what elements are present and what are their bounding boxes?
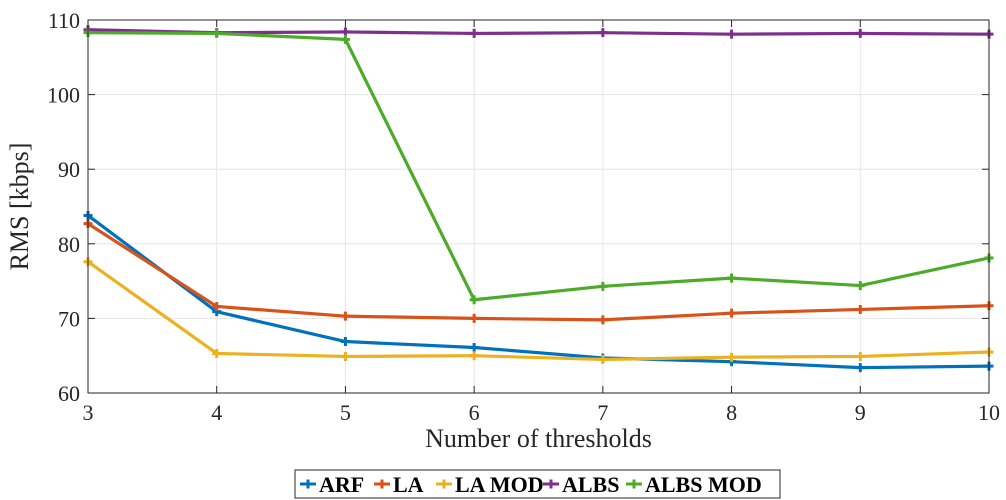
series-lines (83, 25, 994, 373)
legend-label: LA MOD (455, 472, 544, 497)
legend-entry: LA (374, 472, 424, 497)
x-tick-label: 7 (597, 400, 608, 425)
x-axis-label: Number of thresholds (425, 424, 652, 453)
data-point (855, 304, 865, 314)
legend-entry: ALBS MOD (626, 472, 762, 497)
legend-label: ALBS MOD (645, 472, 762, 497)
legend-entry: ALBS (543, 472, 619, 497)
data-point (469, 342, 479, 352)
series-4 (83, 28, 994, 305)
data-point (212, 28, 222, 38)
data-point (855, 363, 865, 373)
data-point (727, 29, 737, 39)
y-axis-ticks: 60 70 80 90 100 110 (47, 8, 989, 406)
x-tick-label: 4 (211, 400, 222, 425)
data-point (727, 308, 737, 318)
x-tick-label: 9 (855, 400, 866, 425)
y-tick-label: 90 (58, 157, 80, 182)
x-tick-label: 3 (83, 400, 94, 425)
y-tick-label: 80 (58, 232, 80, 257)
series-line (87, 222, 990, 322)
data-point (340, 311, 350, 321)
series-line (87, 214, 990, 370)
data-point (469, 351, 479, 361)
y-axis-label: RMS [kbps] (5, 143, 34, 271)
data-point (598, 28, 608, 38)
data-point (212, 348, 222, 358)
data-point (598, 315, 608, 325)
data-point (598, 281, 608, 291)
y-tick-label: 70 (58, 306, 80, 331)
data-point (855, 351, 865, 361)
legend-marker (303, 479, 313, 489)
x-axis-ticks: 3 4 5 6 7 8 9 10 (83, 20, 1000, 425)
data-point (469, 28, 479, 38)
series-line (87, 31, 990, 302)
series-1 (83, 219, 994, 325)
legend-entry: LA MOD (436, 472, 544, 497)
x-tick-label: 5 (340, 400, 351, 425)
legend: ARF LA LA MOD ALBS ALBS MOD (294, 469, 781, 499)
y-tick-label: 100 (47, 83, 80, 108)
data-point (598, 354, 608, 364)
data-point (855, 281, 865, 291)
data-point (855, 28, 865, 38)
series-line (87, 28, 990, 36)
data-point (469, 313, 479, 323)
x-tick-label: 10 (978, 400, 1000, 425)
legend-label: ARF (319, 472, 364, 497)
legend-label: LA (393, 472, 424, 497)
legend-marker (546, 479, 556, 489)
data-point (340, 337, 350, 347)
x-tick-label: 8 (726, 400, 737, 425)
legend-entry: ARF (300, 472, 364, 497)
data-point (469, 295, 479, 305)
grid (88, 20, 989, 393)
legend-marker (439, 479, 449, 489)
legend-marker (629, 479, 639, 489)
data-point (727, 352, 737, 362)
x-tick-label: 6 (469, 400, 480, 425)
data-point (727, 273, 737, 283)
y-tick-label: 110 (48, 8, 80, 33)
series-line (87, 260, 990, 362)
data-point (212, 301, 222, 311)
plot-area-border (87, 19, 990, 394)
legend-label: ALBS (562, 472, 619, 497)
y-tick-label: 60 (58, 381, 80, 406)
data-point (340, 34, 350, 44)
legend-marker (377, 479, 387, 489)
series-3 (83, 25, 994, 39)
data-point (340, 351, 350, 361)
